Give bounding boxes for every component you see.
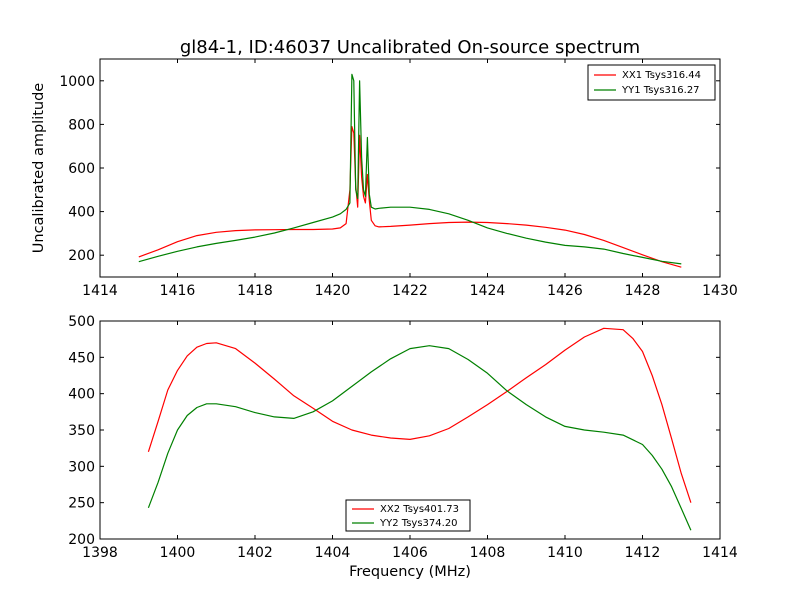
y-tick-label: 1000 xyxy=(59,74,95,90)
x-tick-label: 1414 xyxy=(702,545,738,561)
y-tick-label: 400 xyxy=(68,205,95,221)
x-tick-label: 1426 xyxy=(547,283,583,299)
bottom-legend: XX2 Tsys401.73 YY2 Tsys374.20 xyxy=(345,499,471,532)
x-tick-label: 1428 xyxy=(625,283,661,299)
y-tick-label: 600 xyxy=(68,161,95,177)
y-tick-label: 800 xyxy=(68,117,95,133)
series-line-xx2 xyxy=(147,327,692,503)
chart-title: gl84-1, ID:46037 Uncalibrated On-source … xyxy=(180,37,640,58)
series-line-yy1 xyxy=(138,73,682,265)
x-tick-label: 1406 xyxy=(392,545,428,561)
y-axis-label: Uncalibrated amplitude xyxy=(31,83,47,254)
x-tick-label: 1422 xyxy=(392,283,428,299)
legend-box xyxy=(345,499,471,532)
y-tick-label: 400 xyxy=(68,387,95,403)
x-tick-label: 1402 xyxy=(237,545,273,561)
y-tick-label: 250 xyxy=(68,496,95,512)
series-line-yy2 xyxy=(147,345,692,531)
y-tick-label: 200 xyxy=(68,532,95,548)
x-axis-label: Frequency (MHz) xyxy=(349,564,471,580)
bottom-plot-area xyxy=(147,327,692,531)
legend-label-xx2: XX2 Tsys401.73 xyxy=(380,504,459,515)
x-tick-label: 1418 xyxy=(237,283,273,299)
x-tick-label: 1430 xyxy=(702,283,738,299)
x-tick-label: 1416 xyxy=(160,283,196,299)
x-tick-label: 1420 xyxy=(315,283,351,299)
top-plot-area xyxy=(138,73,682,268)
x-tick-label: 1412 xyxy=(625,545,661,561)
top-legend: XX1 Tsys316.44 YY1 Tsys316.27 xyxy=(587,64,716,101)
top-ticks: 1414 1416 1418 1420 1422 1424 1426 1428 1430 200 4… xyxy=(59,59,738,299)
y-tick-label: 350 xyxy=(68,423,95,439)
series-line-xx1 xyxy=(138,126,682,268)
x-tick-label: 1408 xyxy=(470,545,506,561)
x-tick-label: 1404 xyxy=(315,545,351,561)
legend-label-yy2: YY2 Tsys374.20 xyxy=(379,518,458,529)
legend-label-xx1: XX1 Tsys316.44 xyxy=(622,70,701,81)
x-tick-label: 1400 xyxy=(160,545,196,561)
bottom-chart: Frequency (MHz) 1398 1400 1402 1404 1406 1408… xyxy=(68,314,738,580)
y-tick-label: 200 xyxy=(68,248,95,264)
legend-label-yy1: YY1 Tsys316.27 xyxy=(621,85,700,96)
x-tick-label: 1398 xyxy=(82,545,118,561)
x-tick-label: 1414 xyxy=(82,283,118,299)
y-tick-label: 450 xyxy=(68,350,95,366)
y-tick-label: 500 xyxy=(68,314,95,330)
bottom-ticks: 1398 1400 1402 1404 1406 1408 1410 1412 1414 200 2… xyxy=(68,314,738,561)
legend-box xyxy=(587,64,716,101)
x-tick-label: 1410 xyxy=(547,545,583,561)
x-tick-label: 1424 xyxy=(470,283,506,299)
y-tick-label: 300 xyxy=(68,459,95,475)
top-chart: gl84-1, ID:46037 Uncalibrated On-source … xyxy=(31,37,738,299)
